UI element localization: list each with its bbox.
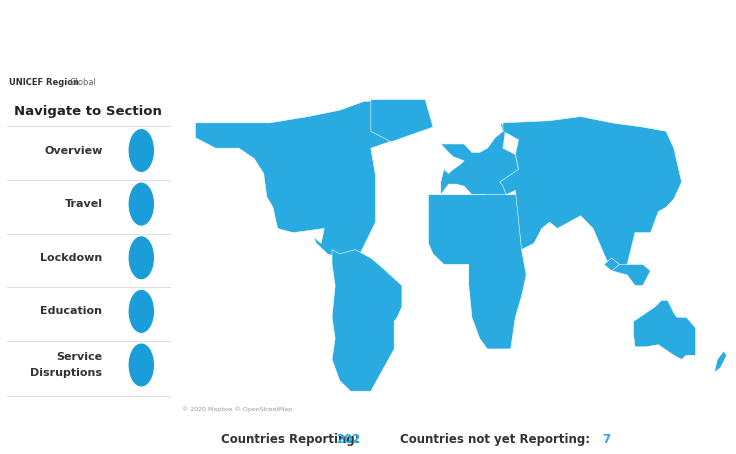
Text: Education: Education (40, 306, 102, 316)
Circle shape (130, 183, 153, 225)
Text: Disruptions: Disruptions (30, 368, 102, 378)
Circle shape (130, 237, 153, 279)
Text: UNICEF Region: UNICEF Region (9, 79, 79, 87)
Polygon shape (332, 250, 402, 391)
Text: Global: Global (70, 79, 97, 87)
Circle shape (130, 130, 153, 171)
Text: unicef ⓘ: unicef ⓘ (629, 23, 684, 36)
Polygon shape (604, 264, 651, 286)
Polygon shape (428, 195, 534, 349)
Text: Lockdown: Lockdown (40, 253, 102, 263)
Text: for every child: for every child (677, 25, 736, 35)
Text: Travel: Travel (65, 199, 102, 209)
Polygon shape (604, 258, 620, 271)
Polygon shape (500, 117, 682, 271)
Text: Countries Reporting:: Countries Reporting: (222, 433, 360, 446)
Text: Socio-Economic Impacts of COVID-19 Response: Socio-Economic Impacts of COVID-19 Respo… (13, 49, 261, 59)
Polygon shape (634, 301, 696, 360)
Polygon shape (195, 99, 433, 258)
Text: COUNTRIES REPORTING: COUNTRIES REPORTING (13, 18, 327, 42)
Polygon shape (371, 99, 433, 142)
Polygon shape (714, 351, 726, 372)
Text: 202: 202 (336, 433, 361, 446)
Circle shape (130, 344, 153, 386)
Text: Navigate to Section: Navigate to Section (14, 104, 162, 118)
Circle shape (130, 291, 153, 332)
Text: © 2020 Mapbox © OpenStreetMap: © 2020 Mapbox © OpenStreetMap (183, 406, 292, 412)
Polygon shape (441, 123, 518, 199)
Text: Overview: Overview (44, 145, 102, 156)
Text: Service: Service (57, 352, 102, 362)
Text: 7: 7 (602, 433, 610, 446)
Text: Countries not yet Reporting:: Countries not yet Reporting: (400, 433, 590, 446)
